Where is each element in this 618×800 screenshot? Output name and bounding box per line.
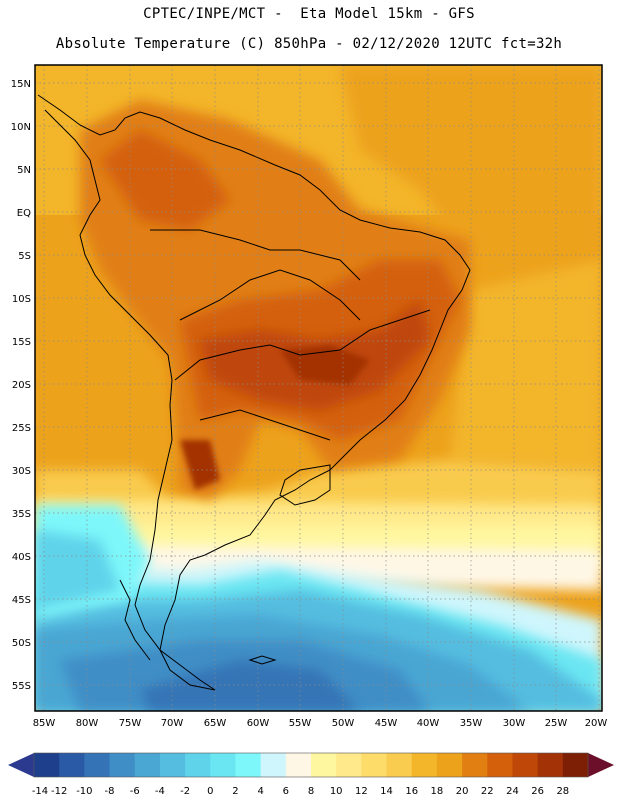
colorbar-label: 14	[380, 786, 393, 797]
colorbar-label: 16	[405, 786, 418, 797]
title-line-2: Absolute Temperature (C) 850hPa - 02/12/…	[55, 36, 563, 52]
coastlines	[37, 94, 471, 691]
lon-label: 80W	[76, 718, 99, 729]
colorbar-swatch	[462, 753, 488, 777]
colorbar-label: 8	[308, 786, 314, 797]
lat-label: 10S	[12, 294, 31, 305]
lon-label: 55W	[289, 718, 312, 729]
colorbar-label: 26	[531, 786, 544, 797]
colorbar-swatch	[34, 753, 60, 777]
lat-label: EQ	[17, 208, 31, 219]
lat-label: 55S	[12, 681, 31, 692]
colorbar-swatch	[361, 753, 388, 777]
colorbar-swatch	[59, 753, 85, 777]
lat-label: 45S	[12, 595, 31, 606]
lat-label: 30S	[12, 466, 31, 477]
colorbar-swatch	[311, 753, 337, 777]
colorbar-swatch	[537, 753, 564, 777]
colorbar-over-arrow	[588, 753, 614, 777]
colorbar-swatch	[386, 753, 413, 777]
lat-label: 40S	[12, 552, 31, 563]
colorbar-label: 18	[431, 786, 444, 797]
colorbar-label: 6	[283, 786, 289, 797]
lat-axis: 15N 10N 5N EQ 5S 10S 15S 20S 25S 30S 35S…	[11, 79, 31, 692]
lat-label: 50S	[12, 638, 31, 649]
temperature-field	[35, 65, 602, 711]
colorbar-swatch	[109, 753, 136, 777]
lon-label: 45W	[375, 718, 398, 729]
colorbar-label: -10	[76, 786, 92, 797]
lon-label: 65W	[204, 718, 227, 729]
lon-label: 35W	[460, 718, 483, 729]
lat-label: 15N	[11, 79, 31, 90]
lat-label: 25S	[12, 423, 31, 434]
lon-label: 20W	[585, 718, 608, 729]
colorbar-swatch	[487, 753, 513, 777]
colorbar-label: 2	[232, 786, 238, 797]
colorbar-under-arrow	[8, 753, 34, 777]
lon-axis: 85W 80W 75W 70W 65W 60W 55W 50W 45W 40W …	[33, 718, 608, 729]
colorbar-swatch	[512, 753, 539, 777]
lon-label: 25W	[545, 718, 568, 729]
colorbar-label: 20	[456, 786, 469, 797]
colorbar-label: 10	[330, 786, 343, 797]
colorbar-label: 24	[506, 786, 519, 797]
colorbar: -14 -12 -10 -8 -6 -4 -2 0 2 4 6 8 10 12 14 16 18 20 22 24 26…	[8, 752, 614, 797]
title-line-1: CPTEC/INPE/MCT - Eta Model 15km - GFS	[143, 6, 475, 22]
colorbar-label: -6	[130, 786, 140, 797]
colorbar-swatch	[235, 753, 262, 777]
graticule	[35, 65, 602, 711]
colorbar-swatch	[562, 753, 589, 777]
lon-label: 70W	[161, 718, 184, 729]
colorbar-swatch	[260, 753, 287, 777]
colorbar-swatch	[159, 753, 186, 777]
colorbar-swatch	[285, 753, 312, 777]
colorbar-label: -14	[32, 786, 48, 797]
colorbar-swatch	[436, 753, 463, 777]
lat-label: 20S	[12, 380, 31, 391]
lon-label: 85W	[33, 718, 56, 729]
lon-label: 75W	[119, 718, 142, 729]
colorbar-label: 28	[556, 786, 569, 797]
colorbar-swatch	[84, 753, 111, 777]
colorbar-swatch	[185, 753, 211, 777]
colorbar-label: -2	[180, 786, 190, 797]
lon-label: 40W	[417, 718, 440, 729]
map-frame	[34, 64, 603, 712]
colorbar-swatch	[336, 753, 362, 777]
colorbar-label: -4	[155, 786, 165, 797]
lat-label: 5N	[17, 165, 31, 176]
colorbar-label: -8	[105, 786, 115, 797]
colorbar-label: 0	[207, 786, 213, 797]
lat-label: 15S	[12, 337, 31, 348]
colorbar-label: 12	[355, 786, 368, 797]
lon-label: 30W	[503, 718, 526, 729]
colorbar-label: -12	[51, 786, 67, 797]
lat-label: 5S	[18, 251, 31, 262]
colorbar-label: 4	[257, 786, 263, 797]
colorbar-swatch	[134, 753, 161, 777]
lat-label: 10N	[11, 122, 31, 133]
lon-label: 50W	[332, 718, 355, 729]
colorbar-label: 22	[481, 786, 494, 797]
lon-label: 60W	[247, 718, 270, 729]
colorbar-swatch	[210, 753, 236, 777]
colorbar-swatch	[411, 753, 438, 777]
lat-label: 35S	[12, 509, 31, 520]
